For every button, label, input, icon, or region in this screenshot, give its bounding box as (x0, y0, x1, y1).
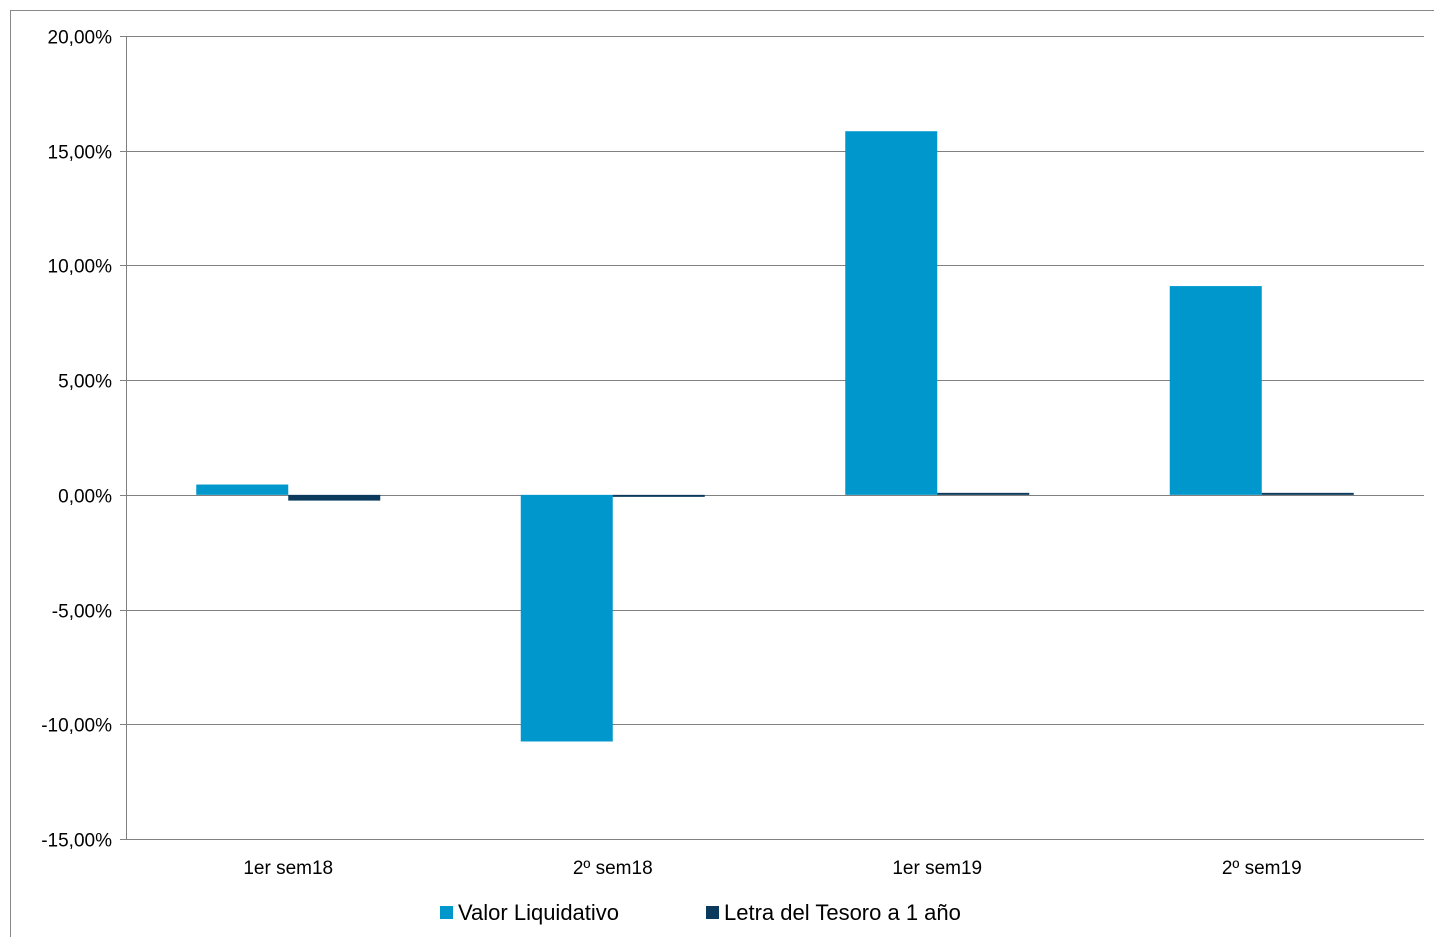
x-tick-label: 2º sem18 (573, 858, 653, 879)
x-tick-label: 2º sem19 (1222, 858, 1302, 879)
y-tick-labels: -15,00% -10,00% -5,00% 0,00% 5,00% 10,00% 15,0… (41, 28, 112, 852)
bar-letra-tesoro-3 (1261, 492, 1354, 495)
y-tick-label: 20,00% (48, 28, 113, 49)
x-tick-labels: 1er sem18 2º sem18 1er sem19 2º sem19 (243, 858, 1301, 879)
x-tick-label: 1er sem18 (243, 858, 333, 879)
legend-label: Valor Liquidativo (458, 900, 619, 925)
y-tick-label: 15,00% (48, 143, 113, 164)
x-tick-label: 1er sem19 (892, 858, 982, 879)
legend-label: Letra del Tesoro a 1 año (724, 900, 961, 925)
bar-valor-liquidativo-1 (520, 494, 613, 742)
y-tick-label: 5,00% (58, 372, 112, 393)
bar-letra-tesoro-0 (288, 494, 381, 501)
bar-group (196, 131, 1354, 742)
bar-valor-liquidativo-2 (845, 131, 938, 495)
bar-letra-tesoro-2 (937, 492, 1030, 495)
bar-valor-liquidativo-3 (1169, 286, 1262, 495)
legend-swatch (440, 906, 453, 919)
y-tick-label: 10,00% (48, 257, 113, 278)
bar-letra-tesoro-1 (612, 494, 705, 497)
legend-swatch (706, 906, 719, 919)
y-tick-label: 0,00% (58, 487, 112, 508)
y-tick-label: -5,00% (52, 602, 112, 623)
y-tick-label: -10,00% (41, 716, 112, 737)
legend: Valor Liquidativo Letra del Tesoro a 1 añ… (440, 900, 961, 925)
y-tick-label: -15,00% (41, 831, 112, 852)
bar-valor-liquidativo-0 (196, 484, 289, 495)
chart-border (10, 10, 1434, 937)
